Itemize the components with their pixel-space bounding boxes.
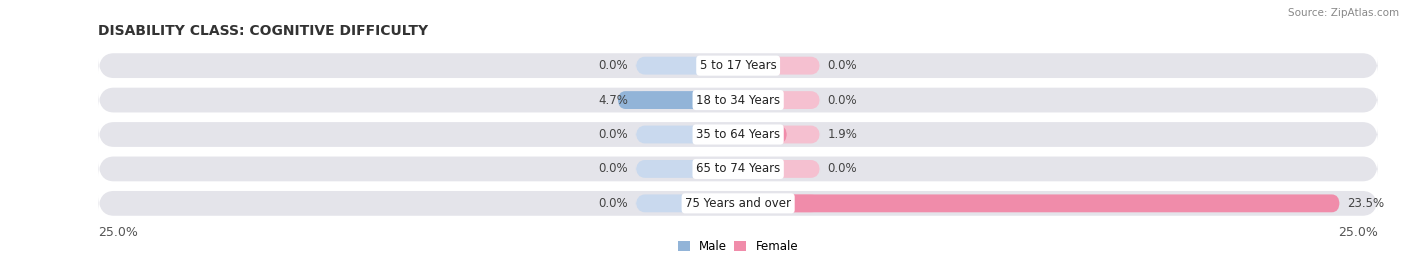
- FancyBboxPatch shape: [636, 160, 738, 178]
- Text: 75 Years and over: 75 Years and over: [685, 197, 792, 210]
- Text: 0.0%: 0.0%: [599, 197, 628, 210]
- Text: DISABILITY CLASS: COGNITIVE DIFFICULTY: DISABILITY CLASS: COGNITIVE DIFFICULTY: [98, 23, 429, 38]
- FancyBboxPatch shape: [738, 126, 787, 143]
- Text: 0.0%: 0.0%: [828, 94, 858, 107]
- FancyBboxPatch shape: [98, 157, 1378, 181]
- Text: 65 to 74 Years: 65 to 74 Years: [696, 162, 780, 175]
- FancyBboxPatch shape: [98, 191, 1378, 216]
- Text: 4.7%: 4.7%: [598, 94, 628, 107]
- Text: 0.0%: 0.0%: [599, 59, 628, 72]
- FancyBboxPatch shape: [738, 91, 820, 109]
- Text: 1.9%: 1.9%: [828, 128, 858, 141]
- Text: 0.0%: 0.0%: [599, 162, 628, 175]
- FancyBboxPatch shape: [738, 194, 820, 212]
- FancyBboxPatch shape: [636, 57, 738, 75]
- Text: 0.0%: 0.0%: [599, 128, 628, 141]
- FancyBboxPatch shape: [98, 53, 1378, 78]
- FancyBboxPatch shape: [636, 91, 738, 109]
- Text: Source: ZipAtlas.com: Source: ZipAtlas.com: [1288, 8, 1399, 18]
- Legend: Male, Female: Male, Female: [673, 235, 803, 258]
- FancyBboxPatch shape: [738, 160, 820, 178]
- FancyBboxPatch shape: [636, 194, 738, 212]
- FancyBboxPatch shape: [738, 126, 820, 143]
- Text: 18 to 34 Years: 18 to 34 Years: [696, 94, 780, 107]
- FancyBboxPatch shape: [617, 91, 738, 109]
- FancyBboxPatch shape: [98, 88, 1378, 112]
- Text: 0.0%: 0.0%: [828, 59, 858, 72]
- Text: 5 to 17 Years: 5 to 17 Years: [700, 59, 776, 72]
- FancyBboxPatch shape: [738, 57, 820, 75]
- Text: 35 to 64 Years: 35 to 64 Years: [696, 128, 780, 141]
- Text: 25.0%: 25.0%: [98, 226, 138, 239]
- FancyBboxPatch shape: [636, 126, 738, 143]
- FancyBboxPatch shape: [738, 194, 1340, 212]
- Text: 23.5%: 23.5%: [1347, 197, 1385, 210]
- Text: 0.0%: 0.0%: [828, 162, 858, 175]
- FancyBboxPatch shape: [98, 122, 1378, 147]
- Text: 25.0%: 25.0%: [1339, 226, 1378, 239]
